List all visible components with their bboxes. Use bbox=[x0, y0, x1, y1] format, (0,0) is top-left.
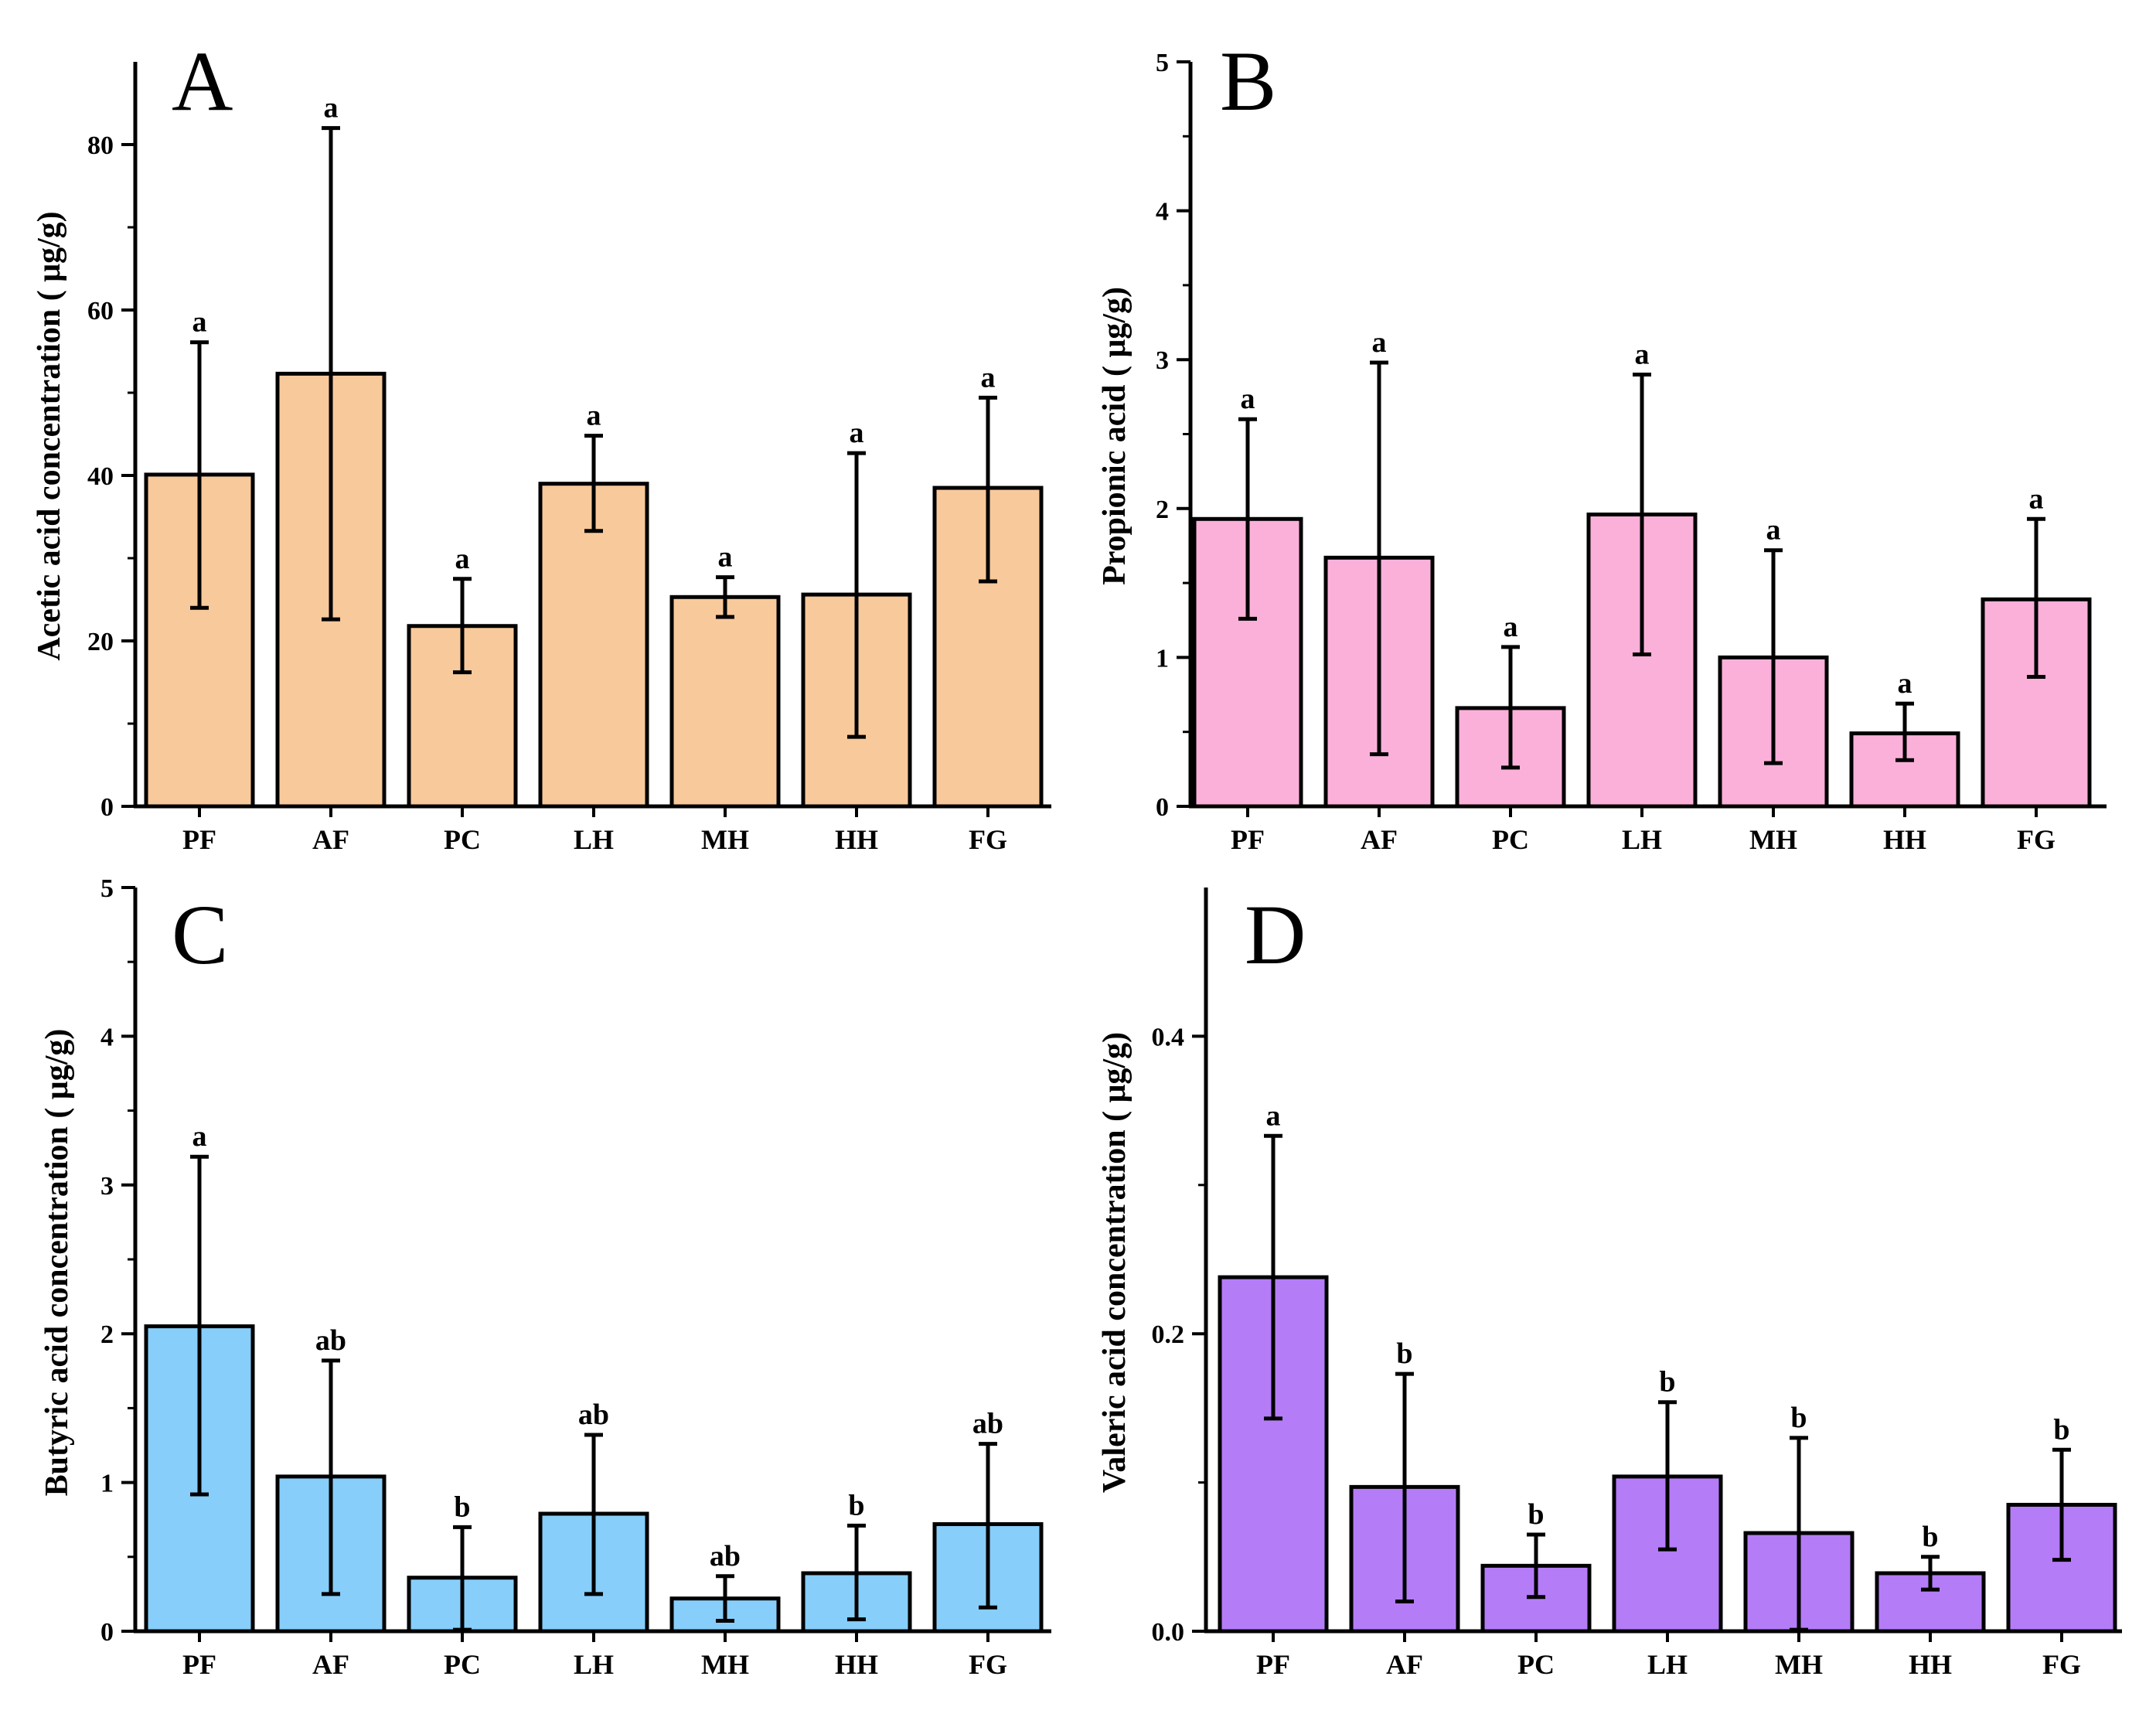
panel-a-x-label-fg: FG bbox=[969, 824, 1007, 855]
panel-b-sig-mh: a bbox=[1766, 514, 1781, 547]
panel-d-x-label-pc: PC bbox=[1517, 1649, 1555, 1680]
panel-c-y-tick-label-3: 3 bbox=[100, 1172, 114, 1201]
panel-a-y-tick-label-0: 0 bbox=[100, 793, 114, 822]
panel-c-y-tick-label-2: 2 bbox=[100, 1320, 114, 1349]
panel-c-y-tick-label-0: 0 bbox=[100, 1618, 114, 1647]
panel-a-sig-mh: a bbox=[718, 541, 733, 574]
panel-a-x-label-hh: HH bbox=[835, 824, 878, 855]
panel-d-y-tick-label-0: 0.0 bbox=[1152, 1618, 1185, 1647]
panel-a-sig-lh: a bbox=[587, 400, 601, 432]
panel-c-y-tick-label-4: 4 bbox=[100, 1023, 114, 1051]
panel-b-letter: B bbox=[1220, 34, 1276, 128]
panel-c: C Butyric acid concentration ( μg/g) a PF… bbox=[39, 874, 1051, 1680]
panel-c-x-label-lh: LH bbox=[574, 1649, 614, 1680]
panel-c-sig-pf: a bbox=[192, 1120, 207, 1153]
panel-a-sig-pf: a bbox=[192, 306, 207, 339]
panel-c-x-label-af: AF bbox=[312, 1649, 349, 1680]
panel-b-x-label-af: AF bbox=[1361, 824, 1398, 855]
panel-a-sig-af: a bbox=[324, 92, 339, 124]
panel-d-x-label-af: AF bbox=[1386, 1649, 1423, 1680]
panel-b-sig-fg: a bbox=[2029, 482, 2044, 515]
panel-c-x-label-fg: FG bbox=[969, 1649, 1007, 1680]
panel-b-sig-pf: a bbox=[1241, 383, 1255, 415]
panel-a-x-label-pf: PF bbox=[182, 824, 216, 855]
panel-c-sig-mh: ab bbox=[710, 1540, 741, 1572]
panel-d-x-label-lh: LH bbox=[1647, 1649, 1688, 1680]
panel-a-letter: A bbox=[172, 34, 233, 128]
panel-b-x-label-mh: MH bbox=[1749, 824, 1797, 855]
panel-d-y-tick-label-1: 0.2 bbox=[1152, 1320, 1185, 1349]
panel-b-sig-af: a bbox=[1372, 326, 1387, 359]
panel-d: D Valeric acid concentration ( μg/g) a PF… bbox=[1097, 888, 2122, 1680]
panel-b-sig-lh: a bbox=[1635, 338, 1650, 370]
panel-a-y-tick-label-4: 80 bbox=[87, 131, 114, 160]
panel-c-x-label-hh: HH bbox=[835, 1649, 878, 1680]
panel-d-sig-hh: b bbox=[1922, 1521, 1938, 1553]
panel-d-sig-mh: b bbox=[1790, 1402, 1807, 1434]
panel-c-y-tick-label-1: 1 bbox=[100, 1470, 114, 1498]
panel-c-sig-fg: ab bbox=[972, 1408, 1003, 1440]
panel-d-letter: D bbox=[1245, 888, 1306, 982]
panel-a-sig-hh: a bbox=[850, 417, 864, 449]
panel-d-sig-pc: b bbox=[1528, 1498, 1544, 1531]
panel-a-x-label-pc: PC bbox=[444, 824, 481, 855]
panel-b-y-tick-label-5: 5 bbox=[1156, 49, 1169, 77]
panel-b-y-tick-label-3: 3 bbox=[1156, 346, 1169, 375]
panel-c-x-label-mh: MH bbox=[701, 1649, 749, 1680]
panel-b-sig-hh: a bbox=[1898, 667, 1912, 700]
panel-d-x-label-hh: HH bbox=[1909, 1649, 1952, 1680]
panel-a-sig-pc: a bbox=[455, 543, 470, 575]
panel-b-y-tick-label-1: 1 bbox=[1156, 644, 1169, 673]
panel-a-y-tick-label-2: 40 bbox=[87, 462, 114, 491]
panel-c-x-label-pf: PF bbox=[182, 1649, 216, 1680]
panel-c-x-label-pc: PC bbox=[444, 1649, 481, 1680]
panel-b: B Propionic acid ( μg/g) a PF a AF a PC a LH a MH… bbox=[1097, 34, 2107, 855]
panel-b-x-label-hh: HH bbox=[1883, 824, 1926, 855]
panel-b-y-tick-label-0: 0 bbox=[1156, 793, 1169, 822]
panel-b-y-tick-label-2: 2 bbox=[1156, 496, 1169, 524]
panel-d-bar-lh bbox=[1612, 1474, 1723, 1634]
panel-a-sig-fg: a bbox=[981, 361, 996, 394]
panel-a-y-tick-label-3: 60 bbox=[87, 297, 114, 325]
panel-d-x-label-fg: FG bbox=[2042, 1649, 2081, 1680]
panel-a-y-axis-title: Acetic acid concentration ( μg/g) bbox=[32, 211, 67, 660]
panel-a-x-label-lh: LH bbox=[574, 824, 614, 855]
panel-a-bar-mh bbox=[669, 595, 781, 809]
panel-d-y-axis-title: Valeric acid concentration ( μg/g) bbox=[1097, 1032, 1132, 1493]
panel-c-y-axis-title: Butyric acid concentration ( μg/g) bbox=[39, 1029, 75, 1497]
panel-a-x-label-af: AF bbox=[312, 824, 349, 855]
panel-c-letter: C bbox=[172, 888, 228, 982]
panel-c-sig-hh: b bbox=[848, 1489, 864, 1521]
panel-a-y-tick-label-1: 20 bbox=[87, 628, 114, 656]
panel-c-sig-pc: b bbox=[454, 1491, 470, 1523]
panel-d-sig-lh: b bbox=[1659, 1366, 1675, 1399]
panel-c-sig-af: ab bbox=[315, 1324, 346, 1357]
panel-d-sig-af: b bbox=[1396, 1337, 1412, 1370]
panel-b-x-label-fg: FG bbox=[2017, 824, 2056, 855]
panel-d-x-label-mh: MH bbox=[1775, 1649, 1823, 1680]
panel-b-x-label-lh: LH bbox=[1622, 824, 1662, 855]
panel-c-y-tick-label-5: 5 bbox=[100, 874, 114, 903]
panel-c-sig-lh: ab bbox=[578, 1399, 609, 1431]
panel-b-x-label-pf: PF bbox=[1231, 824, 1265, 855]
panel-b-x-label-pc: PC bbox=[1492, 824, 1529, 855]
panel-b-sig-pc: a bbox=[1504, 611, 1518, 643]
panel-d-y-tick-label-2: 0.4 bbox=[1152, 1023, 1185, 1051]
panel-a: A Acetic acid concentration ( μg/g) a PF a… bbox=[32, 34, 1051, 855]
panel-b-y-tick-label-4: 4 bbox=[1156, 198, 1169, 227]
panel-d-sig-fg: b bbox=[2053, 1413, 2069, 1446]
panel-d-sig-pf: a bbox=[1266, 1099, 1281, 1132]
panel-d-x-label-pf: PF bbox=[1256, 1649, 1290, 1680]
panel-a-x-label-mh: MH bbox=[701, 824, 749, 855]
panel-b-y-axis-title: Propionic acid ( μg/g) bbox=[1097, 287, 1132, 585]
